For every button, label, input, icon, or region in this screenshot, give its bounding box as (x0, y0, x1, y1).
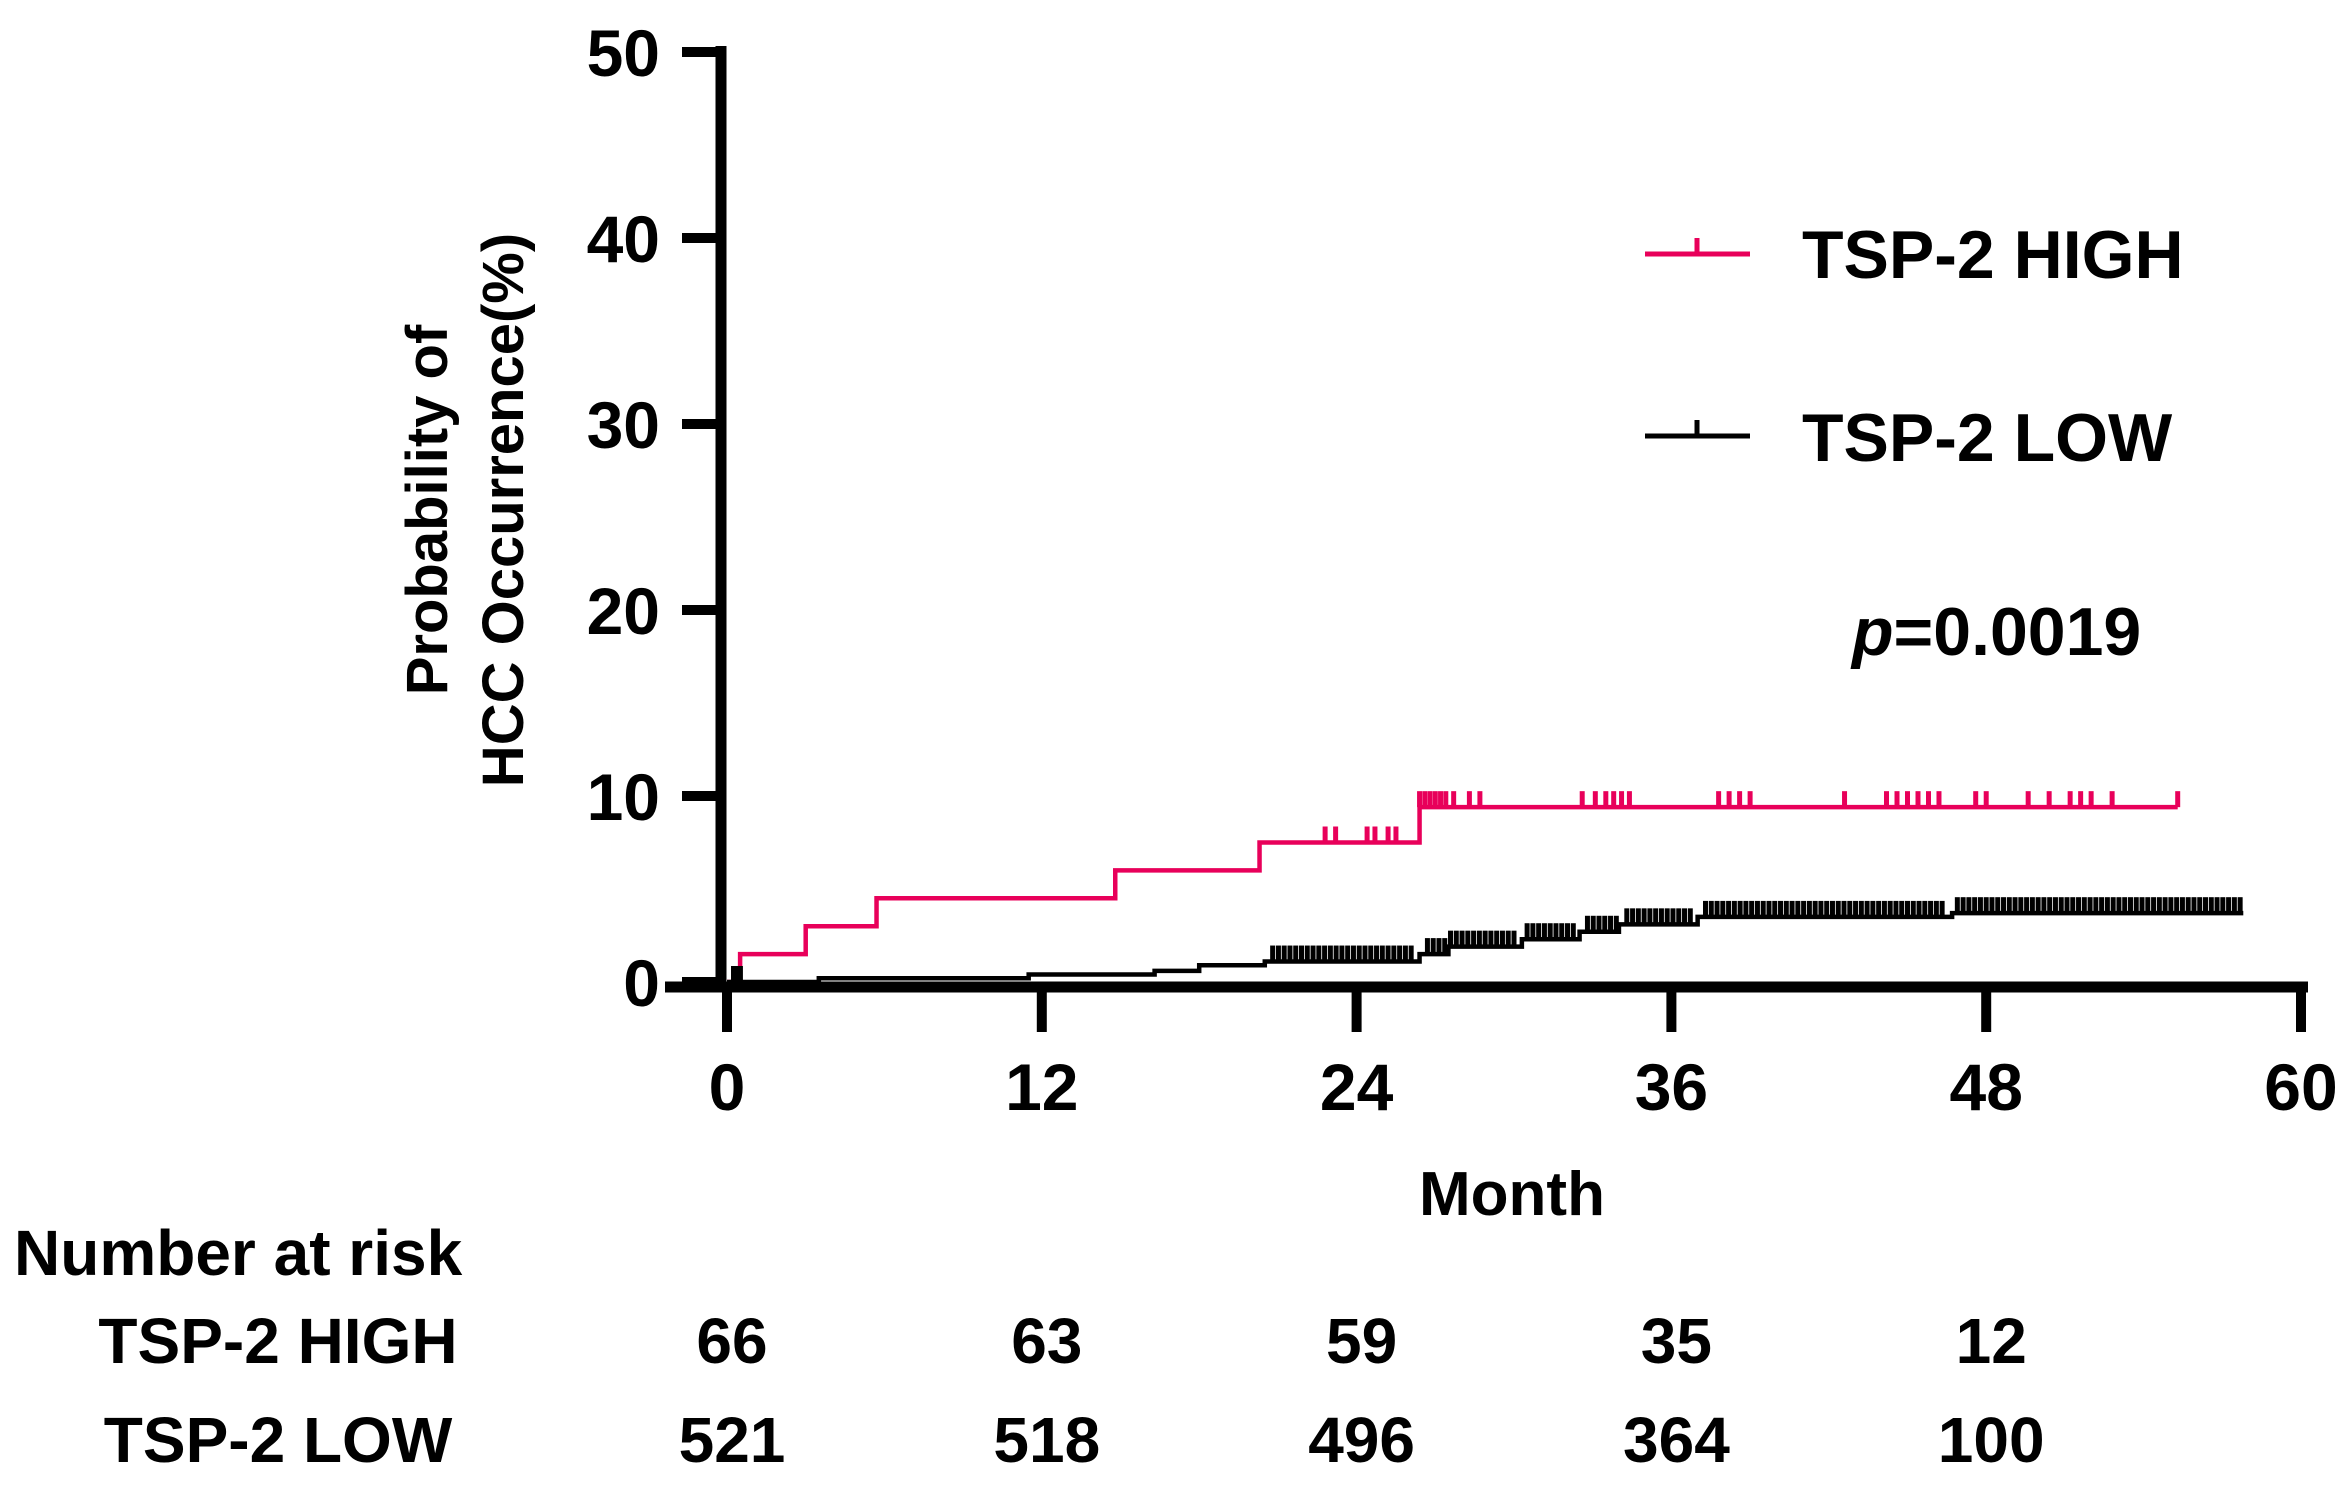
y-tick-label-40: 40 (587, 202, 660, 276)
x-axis-label: Month (1419, 1160, 1605, 1229)
risk-table-title: Number at risk (14, 1217, 463, 1289)
series-line-high (727, 804, 2178, 985)
risk-value-low-24: 496 (1308, 1404, 1415, 1476)
x-tick-label-12: 12 (1005, 1050, 1078, 1124)
risk-row-label-high: TSP-2 HIGH (98, 1305, 457, 1377)
risk-value-high-36: 35 (1641, 1305, 1712, 1377)
y-axis-ticks: 0 10 20 30 40 50 (587, 16, 721, 1020)
risk-value-low-0: 521 (679, 1404, 786, 1476)
y-axis-label-line-1: Probability of (395, 324, 460, 695)
y-tick-label-10: 10 (587, 760, 660, 834)
y-tick-label-30: 30 (587, 388, 660, 462)
series-layer (727, 791, 2244, 985)
legend-item-high: TSP-2 HIGH (1645, 217, 2184, 293)
risk-row-label-low: TSP-2 LOW (104, 1404, 453, 1476)
risk-value-low-36: 364 (1623, 1404, 1730, 1476)
legend-label-high: TSP-2 HIGH (1802, 217, 2184, 293)
y-tick-label-20: 20 (587, 574, 660, 648)
risk-value-low-12: 518 (993, 1404, 1100, 1476)
x-axis-ticks: 0 12 24 36 48 60 (709, 987, 2338, 1124)
p-value-symbol: p (1850, 594, 1894, 670)
x-tick-label-24: 24 (1320, 1050, 1394, 1124)
risk-table: Number at risk TSP-2 HIGH TSP-2 LOW 66 63… (14, 1217, 2045, 1476)
risk-value-high-12: 63 (1011, 1305, 1082, 1377)
risk-value-high-0: 66 (696, 1305, 767, 1377)
risk-value-high-48: 12 (1956, 1305, 2027, 1377)
p-value-annotation: p=0.0019 (1850, 594, 2141, 670)
x-tick-label-48: 48 (1949, 1050, 2022, 1124)
legend-label-low: TSP-2 LOW (1802, 400, 2173, 476)
legend: TSP-2 HIGH TSP-2 LOW (1645, 217, 2184, 476)
x-tick-label-36: 36 (1635, 1050, 1708, 1124)
x-tick-label-0: 0 (709, 1050, 746, 1124)
series-high (727, 791, 2181, 985)
x-tick-label-60: 60 (2264, 1050, 2337, 1124)
y-tick-label-50: 50 (587, 16, 660, 90)
risk-value-high-24: 59 (1326, 1305, 1397, 1377)
risk-value-low-48: 100 (1938, 1404, 2045, 1476)
y-axis-label: Probability of HCC Occurrence(%) (395, 233, 536, 787)
p-value-number: =0.0019 (1894, 594, 2142, 670)
series-low (727, 897, 2244, 985)
risk-values: 66 63 59 35 12 521 518 496 364 100 (679, 1305, 2045, 1476)
series-line-low (727, 910, 2244, 985)
legend-item-low: TSP-2 LOW (1645, 400, 2173, 476)
y-axis-label-line-2: HCC Occurrence(%) (471, 233, 536, 787)
y-tick-label-0: 0 (623, 946, 660, 1020)
